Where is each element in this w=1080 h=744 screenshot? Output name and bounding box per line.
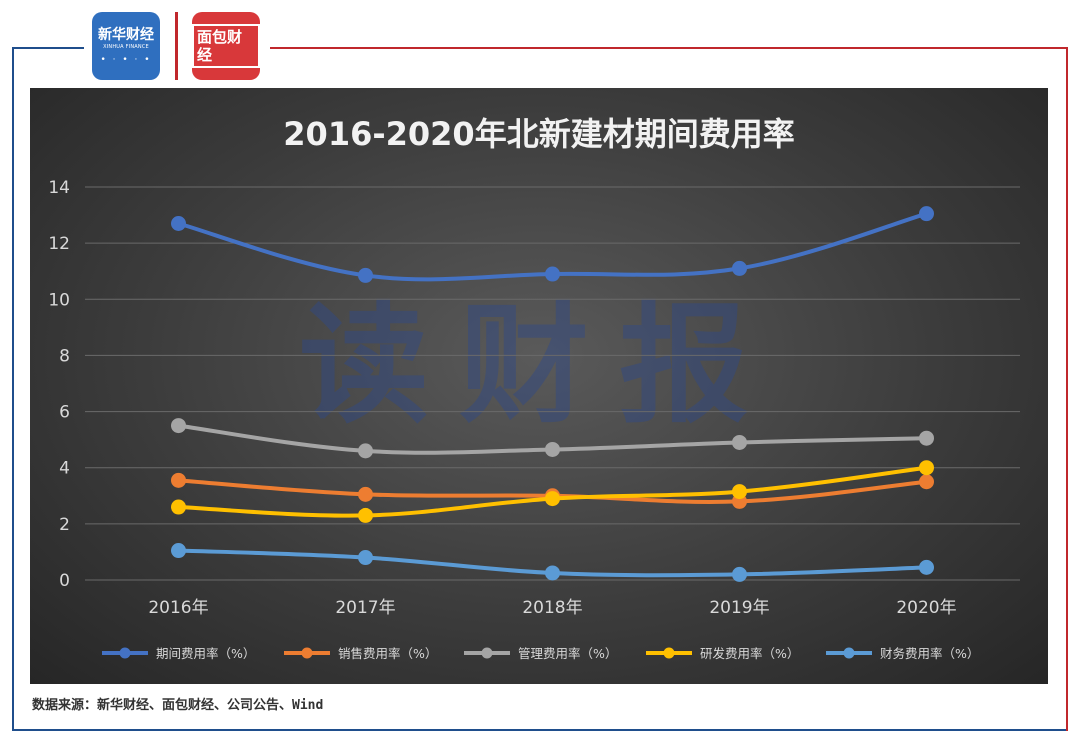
chart-panel: 读财报 2016-2020年北新建材期间费用率 0 2 4 6 8 10 12 14 2016… (30, 88, 1048, 684)
logo-divider (175, 12, 178, 80)
series-3-point-3 (732, 484, 747, 500)
legend: 期间费用率（%） 销售费用率（%） 管理费用率（%） 研发费用率（%） 财务费用率（%） (102, 646, 979, 661)
mianbao-logo-text: 面包财经 (192, 24, 260, 68)
series-layer (171, 206, 934, 582)
x-tick-label: 2017年 (335, 598, 395, 618)
series-3-point-1 (358, 507, 373, 523)
frame-right-red (1066, 47, 1068, 731)
legend-label-4: 财务费用率（%） (880, 646, 979, 661)
xinhua-logo-cn: 新华财经 (98, 27, 154, 43)
xinhua-finance-logo: 新华财经 XINHUA FINANCE • · • · • (92, 12, 160, 80)
source-note: 数据来源：新华财经、面包财经、公司公告、Wind (32, 698, 324, 713)
x-tick-label: 2016年 (148, 598, 208, 618)
watermark: 读财报 (299, 289, 779, 441)
y-tick-label: 2 (59, 515, 70, 535)
series-3-point-0 (171, 499, 186, 515)
xinhua-logo-en: XINHUA FINANCE (103, 44, 149, 50)
legend-marker-2 (481, 647, 493, 659)
series-3-point-2 (545, 491, 560, 507)
y-tick-label: 12 (48, 234, 70, 254)
x-tick-label: 2018年 (522, 598, 582, 618)
y-tick-label: 4 (59, 459, 70, 479)
legend-label-0: 期间费用率（%） (156, 646, 255, 661)
series-1-point-0 (171, 472, 186, 488)
series-4-point-3 (732, 566, 747, 582)
y-tick-labels: 0 2 4 6 8 10 12 14 (48, 178, 70, 591)
frame-top-left-blue (12, 47, 84, 49)
y-tick-label: 6 (59, 403, 70, 423)
y-tick-label: 14 (48, 178, 70, 198)
mianbao-finance-logo: 面包财经 (192, 12, 260, 80)
y-tick-label: 10 (48, 290, 70, 310)
frame-left-blue (12, 47, 14, 731)
series-1-point-1 (358, 486, 373, 502)
chart-title: 2016-2020年北新建材期间费用率 (283, 115, 794, 153)
series-4-point-0 (171, 543, 186, 559)
legend-marker-3 (663, 647, 675, 659)
chart-svg: 读财报 2016-2020年北新建材期间费用率 0 2 4 6 8 10 12 14 2016… (48, 115, 1020, 661)
series-2-point-4 (919, 430, 934, 446)
series-1-point-4 (919, 474, 934, 490)
series-0-point-4 (919, 206, 934, 222)
xinhua-dots-icon: • · • · • (100, 55, 152, 65)
series-0-point-2 (545, 266, 560, 282)
legend-label-2: 管理费用率（%） (518, 646, 617, 661)
legend-marker-4 (843, 647, 855, 659)
legend-label-3: 研发费用率（%） (700, 646, 799, 661)
series-2-point-2 (545, 441, 560, 457)
legend-marker-1 (301, 647, 313, 659)
legend-label-1: 销售费用率（%） (338, 646, 437, 661)
frame-bottom-blue (12, 729, 1068, 731)
series-4-point-1 (358, 550, 373, 566)
x-tick-label: 2019年 (709, 598, 769, 618)
series-3-point-4 (919, 460, 934, 476)
series-0-point-1 (358, 267, 373, 283)
series-4-point-2 (545, 565, 560, 581)
series-0-point-0 (171, 215, 186, 231)
series-4-point-4 (919, 559, 934, 575)
y-tick-label: 0 (59, 571, 70, 591)
series-2-point-3 (732, 434, 747, 450)
legend-marker-0 (119, 647, 131, 659)
x-tick-label: 2020年 (896, 598, 956, 618)
x-tick-labels: 2016年 2017年 2018年 2019年 2020年 (148, 598, 956, 618)
series-0-point-3 (732, 260, 747, 276)
y-tick-label: 8 (59, 346, 70, 366)
frame-top-right-red (270, 47, 1068, 49)
series-2-point-1 (358, 443, 373, 459)
series-2-point-0 (171, 418, 186, 434)
